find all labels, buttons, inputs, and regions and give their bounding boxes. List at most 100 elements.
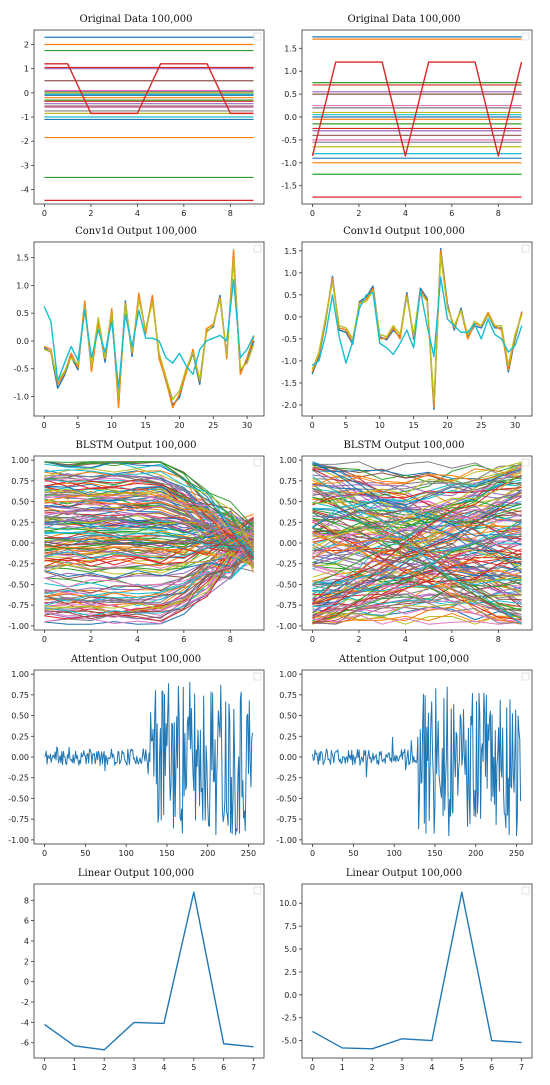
- x-tick-label: 200: [468, 849, 483, 858]
- dense-series-line: [44, 539, 254, 594]
- y-tick-label: 1.5: [16, 254, 29, 263]
- y-tick-label: 1.5: [284, 44, 297, 53]
- x-tick-label: 4: [135, 209, 140, 218]
- y-tick-label: 0.50: [279, 712, 297, 721]
- y-tick-label: 1.5: [284, 247, 297, 256]
- dense-series-line: [44, 540, 254, 603]
- series-line: [43, 249, 255, 409]
- dense-series-line: [312, 517, 522, 567]
- dense-series-line: [44, 545, 254, 560]
- legend-box: [253, 886, 262, 895]
- chart-title: Conv1d Output 100,000: [343, 226, 465, 237]
- y-tick-label: -5.0: [281, 1037, 297, 1046]
- x-tick-label: 250: [509, 849, 524, 858]
- dense-series-line: [312, 461, 522, 574]
- y-tick-label: -1.0: [281, 357, 297, 366]
- plot-area: [311, 247, 523, 411]
- x-tick-label: 200: [200, 849, 215, 858]
- chart-svg: 0 2 4 6 8 -1.00 -0.75 -0.50 -0.25 0.00 0.25 0.50 0.7…: [276, 455, 533, 644]
- series-line: [311, 254, 523, 402]
- y-tick-label: 0.00: [11, 539, 29, 548]
- series-line: [44, 63, 254, 115]
- axes-frame: [301, 883, 533, 1059]
- dense-series-line: [44, 510, 254, 548]
- x-tick-label: 0: [42, 849, 47, 858]
- dense-series-line: [312, 521, 522, 599]
- x-tick-label: 3: [400, 1063, 405, 1072]
- y-tick-label: -2: [21, 137, 29, 146]
- dense-series-line: [44, 535, 254, 602]
- x-tick-label: 4: [429, 1063, 434, 1072]
- chart-title: Attention Output 100,000: [70, 654, 202, 665]
- chart-svg: 0 1 2 3 4 5 6 7 -6 -4 -2 0 2 4 6 8: [21, 883, 265, 1072]
- y-tick-label: -0.50: [276, 580, 297, 589]
- y-tick-label: 0.25: [279, 518, 297, 527]
- y-tick-label: 0.00: [279, 753, 297, 762]
- plot-area: [44, 681, 254, 836]
- y-tick-label: -2.0: [281, 401, 297, 410]
- chart-title: Linear Output 100,000: [77, 868, 195, 879]
- dense-series-line: [312, 474, 522, 528]
- dense-series-line: [312, 503, 522, 602]
- y-tick-label: 7.5: [284, 922, 297, 931]
- legend-box: [521, 244, 530, 253]
- x-tick-label: 4: [161, 1063, 166, 1072]
- y-tick-label: -1: [21, 113, 29, 122]
- legend-box: [521, 886, 530, 895]
- dense-series-line: [312, 461, 522, 504]
- dense-series-line: [44, 547, 254, 566]
- dense-series-line: [44, 520, 255, 598]
- dense-series-line: [312, 474, 522, 604]
- x-tick-label: 50: [348, 849, 358, 858]
- dense-series-line: [44, 523, 254, 580]
- y-tick-label: -0.25: [8, 560, 29, 569]
- dense-series-line: [44, 551, 254, 625]
- plot-area: [44, 461, 255, 625]
- legend-box: [521, 672, 530, 681]
- y-tick-label: 0: [24, 978, 29, 987]
- dense-series-line: [44, 461, 254, 560]
- x-tick-label: 8: [496, 209, 501, 218]
- legend-box: [521, 32, 530, 41]
- dense-series-line: [44, 550, 254, 620]
- plot-area: [44, 36, 254, 201]
- dense-series-line: [312, 561, 522, 606]
- y-tick-label: 0.50: [11, 712, 29, 721]
- x-tick-label: 8: [228, 635, 233, 644]
- y-tick-label: -0.5: [13, 365, 29, 374]
- x-tick-label: 15: [409, 421, 419, 430]
- y-tick-label: -6: [21, 1039, 29, 1048]
- dense-series-line: [312, 595, 522, 621]
- y-tick-label: 0.5: [16, 309, 29, 318]
- y-tick-label: 2: [24, 957, 29, 966]
- x-tick-label: 0: [42, 635, 47, 644]
- plot-area: [311, 36, 523, 198]
- y-tick-label: 0.25: [279, 732, 297, 741]
- dense-series-line: [44, 523, 254, 551]
- dense-series-line: [44, 533, 254, 622]
- y-tick-label: 0.25: [11, 732, 29, 741]
- dense-series-line: [44, 516, 254, 555]
- dense-series-line: [312, 582, 522, 624]
- x-tick-label: 0: [310, 421, 315, 430]
- y-tick-label: 10.0: [279, 899, 297, 908]
- dense-series-line: [44, 461, 254, 533]
- dense-series-line: [312, 578, 522, 624]
- y-tick-label: -0.25: [276, 774, 297, 783]
- dense-series-line: [44, 538, 254, 620]
- x-tick-label: 0: [42, 421, 47, 430]
- chart-svg: 0 50 100 150 200 250 -1.00 -0.75 -0.50 -0.25 0.00 0…: [276, 669, 533, 858]
- dense-series-line: [312, 491, 522, 519]
- chart-svg: 0 50 100 150 200 250 -1.00 -0.75 -0.50 -0.25 0.00 0…: [8, 669, 265, 858]
- dense-series-line: [312, 578, 522, 592]
- attention-series-line: [44, 681, 254, 836]
- dense-series-line: [44, 527, 254, 588]
- y-tick-label: -0.25: [8, 774, 29, 783]
- dense-series-line: [312, 510, 522, 605]
- dense-series-line: [44, 461, 254, 528]
- series-line: [43, 252, 255, 406]
- dense-series-line: [44, 468, 254, 550]
- dense-series-line: [312, 511, 522, 612]
- dense-series-line: [44, 475, 254, 533]
